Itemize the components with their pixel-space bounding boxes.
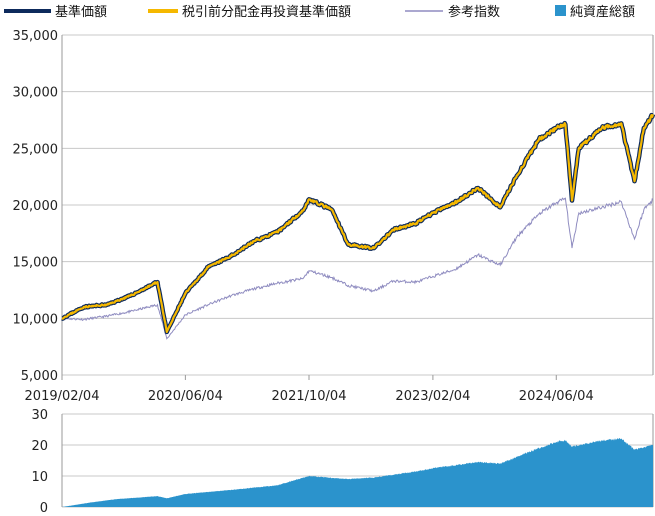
legend-item-assets: 純資産総額 [555, 4, 635, 20]
price-y-axis: 5,000 10,000 15,000 20,000 25,000 30,000 35,00… [13, 29, 654, 384]
price-panel: 5,000 10,000 15,000 20,000 25,000 30,000 35,00… [13, 29, 655, 404]
legend: 基準価額 税引前分配金再投資基準価額 参考指数 純資産総額 [4, 4, 635, 20]
net-assets-y-tick-label: 30 [31, 408, 48, 423]
legend-item-nav: 基準価額 [4, 4, 107, 20]
legend-label-nav: 基準価額 [55, 4, 107, 20]
net-assets-area [62, 438, 653, 507]
price-y-tick-label: 35,000 [13, 29, 59, 44]
price-y-tick-label: 20,000 [13, 199, 59, 214]
price-y-tick-label: 30,000 [13, 86, 59, 101]
net-assets-y-tick-label: 10 [31, 470, 48, 485]
legend-label-assets: 純資産総額 [570, 4, 635, 20]
legend-label-reinvest: 税引前分配金再投資基準価額 [182, 4, 351, 20]
benchmark-line [61, 197, 654, 340]
legend-item-reinvest: 税引前分配金再投資基準価額 [148, 4, 351, 20]
net-assets-y-tick-label: 0 [40, 501, 48, 512]
x-tick-label: 2019/02/04 [25, 389, 100, 404]
net-assets-series [62, 438, 653, 507]
nav-line [60, 112, 655, 335]
net-assets-y-tick-label: 20 [31, 439, 48, 454]
price-y-tick-label: 15,000 [13, 256, 59, 271]
x-tick-label: 2020/06/04 [148, 389, 223, 404]
price-y-tick-label: 5,000 [21, 369, 58, 384]
legend-swatch-assets [555, 5, 566, 16]
price-y-tick-label: 25,000 [13, 142, 59, 157]
reinvest-line [61, 113, 655, 333]
legend-item-benchmark: 参考指数 [405, 4, 500, 20]
price-series [60, 112, 655, 340]
price-y-tick-label: 10,000 [13, 312, 59, 327]
x-tick-label: 2021/10/04 [272, 389, 347, 404]
net-assets-panel: 0 10 20 30 [31, 408, 654, 516]
x-tick-label: 2024/06/04 [519, 389, 594, 404]
legend-label-benchmark: 参考指数 [448, 4, 500, 20]
net-assets-y-axis: 0 10 20 30 [31, 408, 654, 516]
price-gridlines [62, 34, 653, 376]
x-tick-label: 2023/02/04 [395, 389, 470, 404]
x-axis: 2019/02/04 2020/06/04 2021/10/04 2023/02/04… [25, 375, 594, 404]
